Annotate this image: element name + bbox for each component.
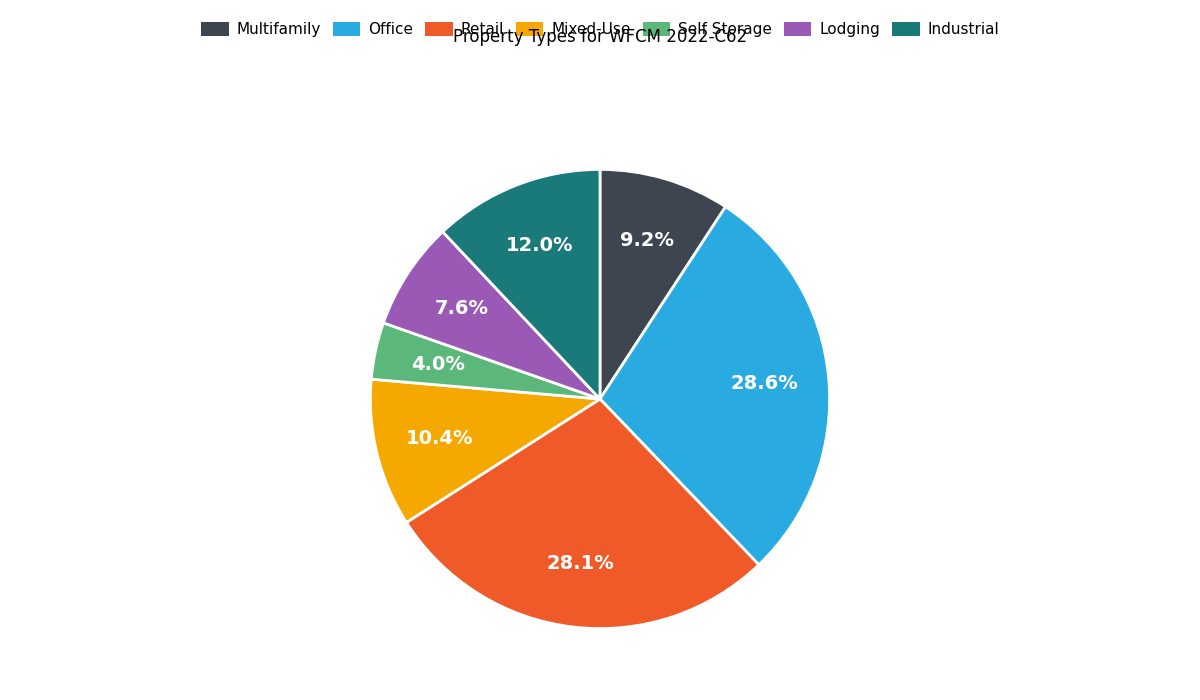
Wedge shape — [371, 323, 600, 399]
Text: 10.4%: 10.4% — [406, 429, 473, 448]
Wedge shape — [443, 169, 600, 399]
Wedge shape — [407, 399, 758, 629]
Wedge shape — [600, 169, 726, 399]
Wedge shape — [600, 206, 829, 565]
Wedge shape — [383, 232, 600, 399]
Text: 9.2%: 9.2% — [620, 231, 674, 250]
Text: 28.1%: 28.1% — [546, 554, 614, 573]
Text: 7.6%: 7.6% — [434, 300, 488, 318]
Wedge shape — [371, 379, 600, 522]
Legend: Multifamily, Office, Retail, Mixed-Use, Self Storage, Lodging, Industrial: Multifamily, Office, Retail, Mixed-Use, … — [194, 16, 1006, 43]
Text: Property Types for WFCM 2022-C62: Property Types for WFCM 2022-C62 — [452, 28, 748, 46]
Text: 4.0%: 4.0% — [412, 355, 466, 374]
Text: 12.0%: 12.0% — [505, 236, 572, 255]
Text: 28.6%: 28.6% — [731, 374, 798, 393]
